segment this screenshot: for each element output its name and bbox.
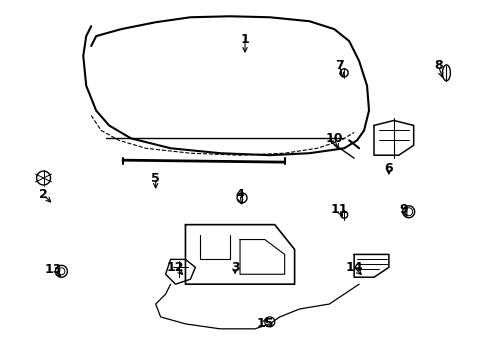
Text: 13: 13	[45, 263, 62, 276]
Text: 4: 4	[235, 188, 244, 201]
Text: 15: 15	[256, 318, 273, 330]
Text: 11: 11	[330, 203, 347, 216]
Text: 1: 1	[240, 33, 249, 46]
Text: 2: 2	[39, 188, 48, 201]
Text: 3: 3	[230, 261, 239, 274]
Text: 12: 12	[166, 261, 184, 274]
Text: 7: 7	[334, 59, 343, 72]
Text: 8: 8	[433, 59, 442, 72]
Text: 14: 14	[345, 261, 362, 274]
Text: 6: 6	[384, 162, 392, 175]
Text: 5: 5	[151, 171, 160, 185]
Text: 10: 10	[325, 132, 343, 145]
Text: 9: 9	[399, 203, 407, 216]
